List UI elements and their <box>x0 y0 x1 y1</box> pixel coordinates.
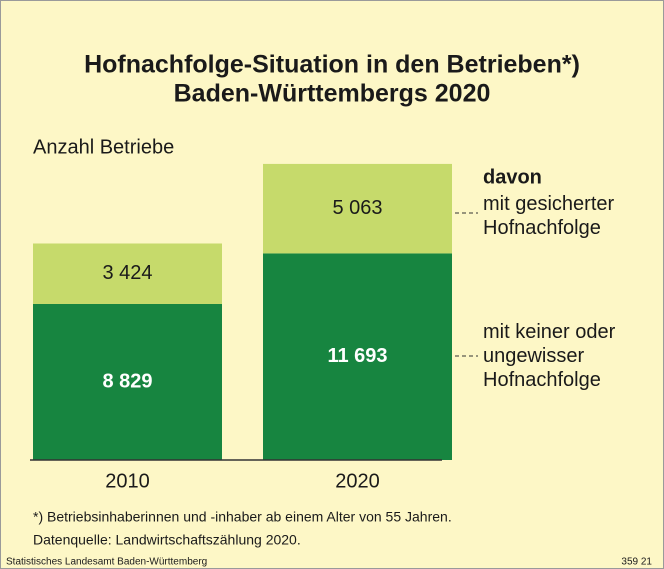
x-tick-label: 2010 <box>105 470 150 492</box>
bar-segment <box>263 253 452 460</box>
chart-title: Hofnachfolge-Situation in den Betrieben*… <box>84 51 580 79</box>
footnote: *) Betriebsinhaberinnen und -inhaber ab … <box>33 509 452 525</box>
x-tick-label: 2020 <box>335 470 380 492</box>
value-label: 3 424 <box>102 262 152 284</box>
value-label: 8 829 <box>102 370 152 392</box>
bar-segment <box>33 243 222 304</box>
source: Datenquelle: Landwirtschaftszählung 2020… <box>33 532 301 548</box>
value-label: 11 693 <box>327 345 387 367</box>
axis-label: Anzahl Betriebe <box>33 136 174 158</box>
legend-entry: mit keiner oder ungewisser Hofnachfolge <box>483 321 616 391</box>
publisher: Statistisches Landesamt Baden-Württember… <box>6 557 207 568</box>
value-label: 5 063 <box>332 197 382 219</box>
code: 359 21 <box>621 557 652 568</box>
chart-title: Baden-Württembergs 2020 <box>174 80 491 108</box>
bar-segment <box>33 303 222 460</box>
bar-segment <box>263 163 452 254</box>
legend-entry: mit gesicherter Hofnachfolge <box>483 193 615 239</box>
legend-title: davon <box>483 166 542 188</box>
